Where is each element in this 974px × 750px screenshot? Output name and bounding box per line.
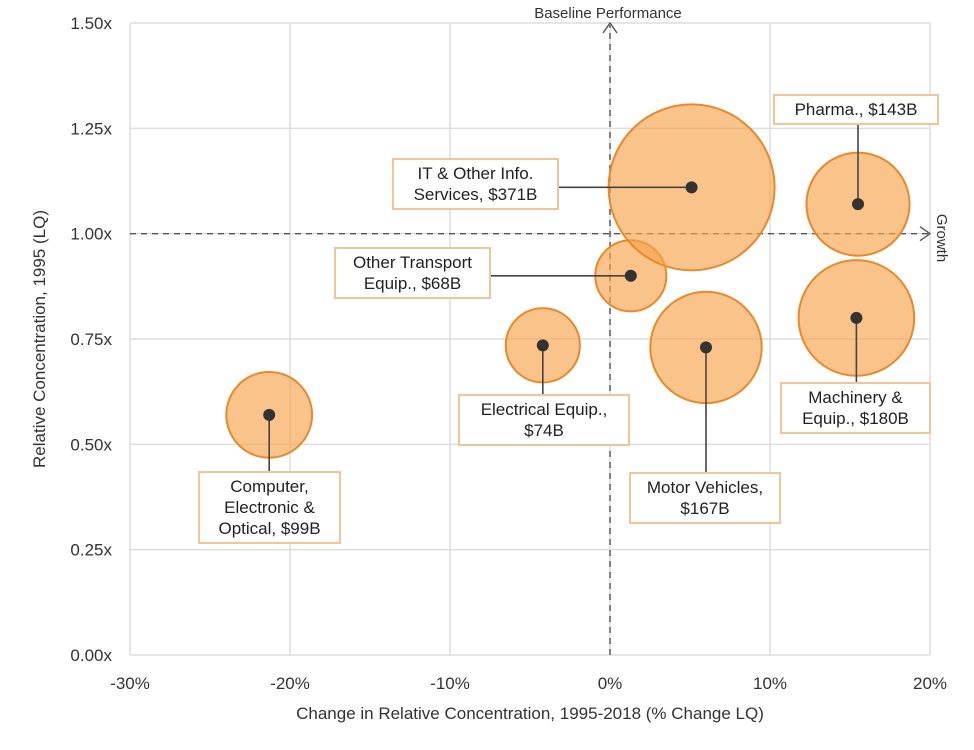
center-dot	[852, 198, 864, 211]
center-dot	[685, 181, 698, 194]
y-tick-label: 1.25x	[70, 119, 112, 138]
baseline-performance-label: Baseline Performance	[534, 5, 682, 22]
x-tick-label: 20%	[913, 674, 947, 693]
growth-arrow-icon	[919, 226, 932, 242]
y-tick-label: 0.25x	[70, 541, 112, 560]
y-tick-label: 1.00x	[70, 225, 112, 244]
x-tick-label: 10%	[753, 674, 787, 693]
center-dots	[263, 181, 864, 421]
y-axis-label: Relative Concentration, 1995 (LQ)	[30, 210, 49, 468]
data-label: Pharma., $143B	[773, 94, 939, 125]
data-label: Electrical Equip., $74B	[458, 394, 630, 446]
reference-lines	[130, 21, 932, 655]
x-tick-labels: -30% -20% -10% 0% 10% 20%	[110, 674, 947, 693]
center-dot	[624, 269, 637, 282]
x-tick-label: -30%	[110, 674, 150, 693]
x-axis-label: Change in Relative Concentration, 1995-2…	[296, 704, 764, 723]
y-tick-label: 0.00x	[70, 646, 112, 665]
baseline-arrow-icon	[602, 21, 618, 34]
x-tick-label: -20%	[270, 674, 310, 693]
data-label: Computer, Electronic & Optical, $99B	[198, 471, 341, 544]
data-label: Motor Vehicles, $167B	[629, 472, 781, 524]
leader-lines	[268, 125, 859, 472]
y-tick-label: 0.75x	[70, 330, 112, 349]
data-label: Other Transport Equip., $68B	[334, 247, 491, 299]
center-dot	[700, 341, 712, 354]
y-tick-labels: 0.00x 0.25x 0.50x 0.75x 1.00x 1.25x 1.50x	[70, 14, 112, 665]
center-dot	[536, 339, 549, 352]
x-tick-label: 0%	[598, 674, 623, 693]
data-label: IT & Other Info. Services, $371B	[392, 158, 559, 210]
center-dot	[850, 311, 863, 324]
x-tick-label: -10%	[430, 674, 470, 693]
center-dot	[263, 408, 276, 421]
growth-label: Growth	[933, 214, 950, 262]
y-tick-label: 1.50x	[70, 14, 112, 33]
data-label: Machinery & Equip., $180B	[780, 382, 931, 434]
y-tick-label: 0.50x	[70, 435, 112, 454]
